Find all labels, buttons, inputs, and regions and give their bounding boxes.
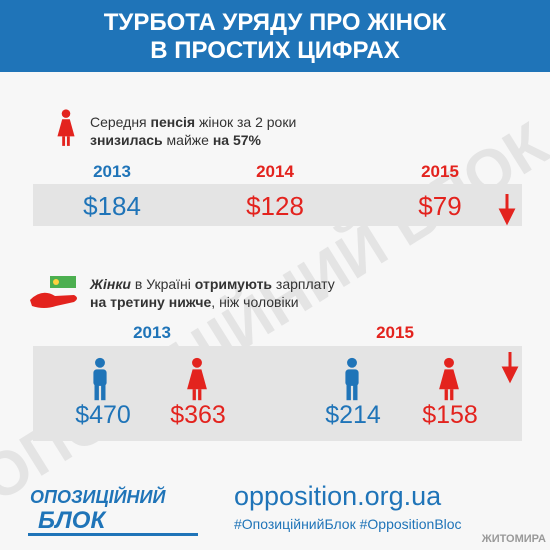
salary-value: $363 [170,401,226,429]
down-arrow [498,194,516,226]
pension-text: Середня пенсія жінок за 2 роки [90,114,296,130]
corner-watermark: ЖИТОМИРА [481,533,546,545]
down-arrow [501,352,519,384]
logo-text: ОПОЗИЦІЙНИЙ [30,486,166,507]
title-line: ТУРБОТА УРЯДУ ПРО ЖІНОК [104,9,447,36]
year: 2014 [256,162,294,181]
year: 2013 [133,323,171,342]
salary-value: $470 [75,401,131,429]
salary-text: на третину нижче, ніж чоловіки [90,294,299,310]
salary-text: Жінки в Україні отримують зарплату [89,276,335,292]
year: 2013 [93,162,131,181]
pension-text: знизилась майже на 57% [90,132,262,148]
pension-value: $184 [83,191,141,221]
salary-value: $158 [422,401,478,429]
year: 2015 [376,323,414,342]
pension-value: $79 [418,191,461,221]
pension-band [33,184,522,226]
header-band [0,0,550,72]
hashtags: #ОпозиційнийБлок #OppositionBloc [234,516,462,532]
logo-underline [28,533,198,536]
year: 2015 [421,162,459,181]
salary-value: $214 [325,401,381,429]
logo-text: БЛОК [38,507,107,534]
url: opposition.org.ua [234,481,442,511]
salary-icon [30,276,77,308]
title-line: В ПРОСТИХ ЦИФРАХ [150,37,399,64]
pension-value: $128 [246,191,304,221]
salary-band [33,346,522,441]
